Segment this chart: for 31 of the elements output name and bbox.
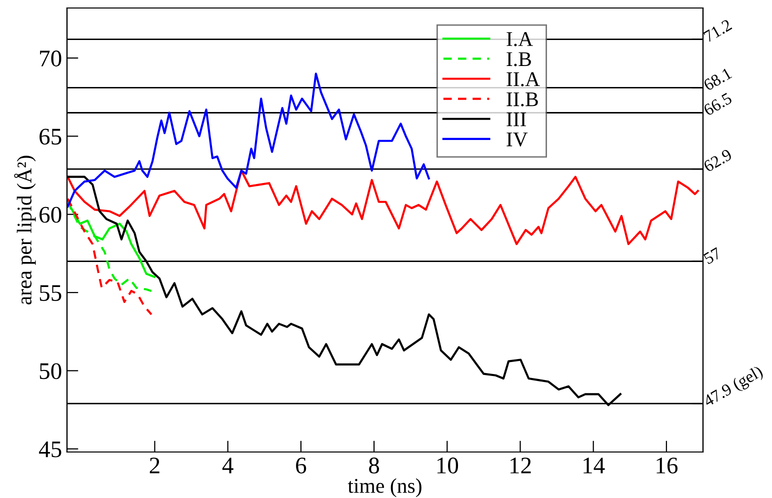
line-series xyxy=(67,72,430,208)
y-tick-label: 60 xyxy=(40,206,62,223)
x-tick-label: 2 xyxy=(150,458,160,474)
legend-label: I.B xyxy=(506,52,531,66)
y2-tick-label: 62.9 xyxy=(702,148,733,172)
line-series xyxy=(67,198,152,316)
x-tick-label: 12 xyxy=(510,458,531,474)
y-tick-label: 65 xyxy=(40,128,62,145)
y2-tick-label: 57 xyxy=(703,247,722,264)
y2-tick-label: 47.9 (gel) xyxy=(702,364,766,410)
y-tick-label: 70 xyxy=(40,50,62,66)
x-tick-label: 10 xyxy=(437,458,458,474)
y-tick-label: 50 xyxy=(40,363,62,380)
legend-label: II.A xyxy=(506,72,540,86)
y-tick-label: 45 xyxy=(38,442,62,458)
x-tick-label: 14 xyxy=(584,458,605,474)
x-axis-title: time (ns) xyxy=(348,478,422,498)
line-series xyxy=(67,170,699,246)
x-tick-label: 6 xyxy=(296,458,306,474)
y2-tick-label: 66.5 xyxy=(702,92,733,116)
x-tick-label: 4 xyxy=(222,458,234,474)
legend-label: IV xyxy=(506,132,528,147)
legend-label: III xyxy=(506,112,526,126)
y-tick-label: 55 xyxy=(40,285,62,301)
y2-tick-label: 71.2 xyxy=(703,19,732,42)
x-tick-label: 8 xyxy=(369,458,380,474)
x-tick-label: 16 xyxy=(656,458,678,474)
legend-label: II.B xyxy=(506,92,538,106)
legend-label: I.A xyxy=(506,32,533,46)
y2-tick-label: 68.1 xyxy=(702,68,732,92)
y-axis-title: area per lipid (Å²) xyxy=(14,156,36,304)
